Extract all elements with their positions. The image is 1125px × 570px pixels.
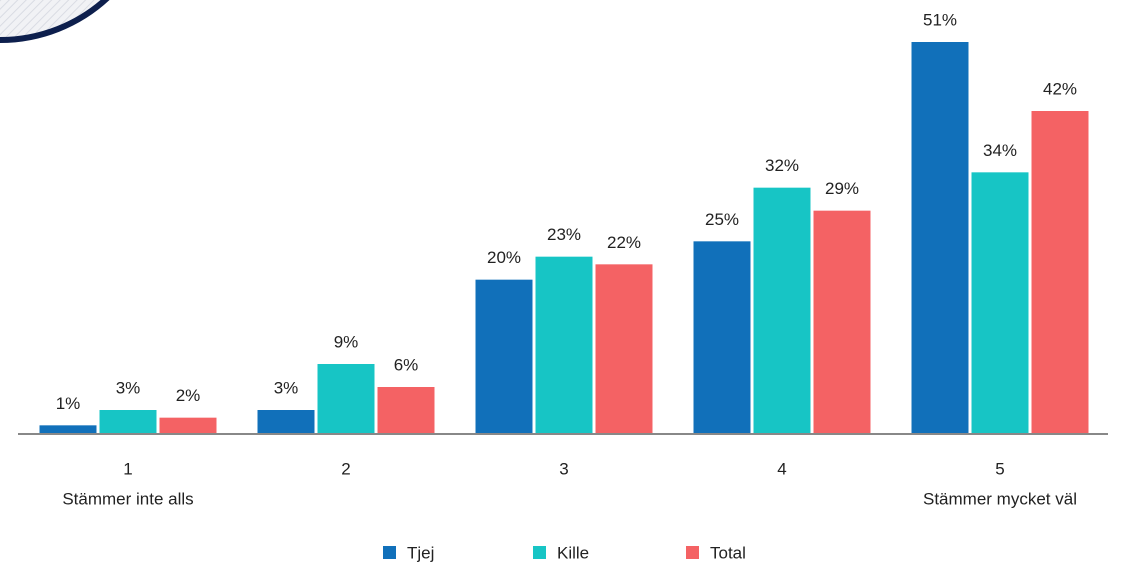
data-label: 32%	[765, 156, 799, 175]
bar	[377, 387, 435, 433]
data-label: 22%	[607, 233, 641, 252]
legend-label: Kille	[557, 543, 589, 562]
x-tick-label: 1	[123, 459, 132, 478]
data-label: 23%	[547, 225, 581, 244]
bar	[813, 210, 871, 433]
data-label: 25%	[705, 210, 739, 229]
legend-label: Total	[710, 543, 746, 562]
x-tick-sublabel: Stämmer inte alls	[62, 489, 193, 508]
bar	[317, 364, 375, 433]
bar	[257, 410, 315, 433]
bar	[971, 172, 1029, 434]
data-label: 9%	[334, 332, 359, 351]
data-label: 34%	[983, 141, 1017, 160]
x-tick-label: 4	[777, 459, 786, 478]
x-tick-sublabel: Stämmer mycket väl	[923, 489, 1077, 508]
data-label: 1%	[56, 394, 81, 413]
legend-swatch	[383, 546, 396, 559]
x-tick-label: 5	[995, 459, 1004, 478]
bar	[535, 256, 593, 433]
x-tick-label: 2	[341, 459, 350, 478]
legend-swatch	[533, 546, 546, 559]
bar	[595, 264, 653, 433]
data-label: 6%	[394, 355, 419, 374]
legend-label: Tjej	[407, 543, 434, 562]
data-label: 3%	[274, 378, 299, 397]
bar	[39, 425, 97, 433]
bar	[1031, 111, 1089, 433]
bar	[475, 279, 533, 433]
data-label: 42%	[1043, 79, 1077, 98]
data-label: 3%	[116, 378, 141, 397]
bar	[159, 417, 217, 433]
x-tick-label: 3	[559, 459, 568, 478]
data-label: 51%	[923, 10, 957, 29]
decoration	[0, 0, 110, 43]
bar	[693, 241, 751, 433]
data-label: 20%	[487, 248, 521, 267]
data-label: 29%	[825, 179, 859, 198]
bar	[911, 42, 969, 433]
bar	[753, 187, 811, 433]
bar	[99, 410, 157, 433]
data-label: 2%	[176, 386, 201, 405]
legend-swatch	[686, 546, 699, 559]
